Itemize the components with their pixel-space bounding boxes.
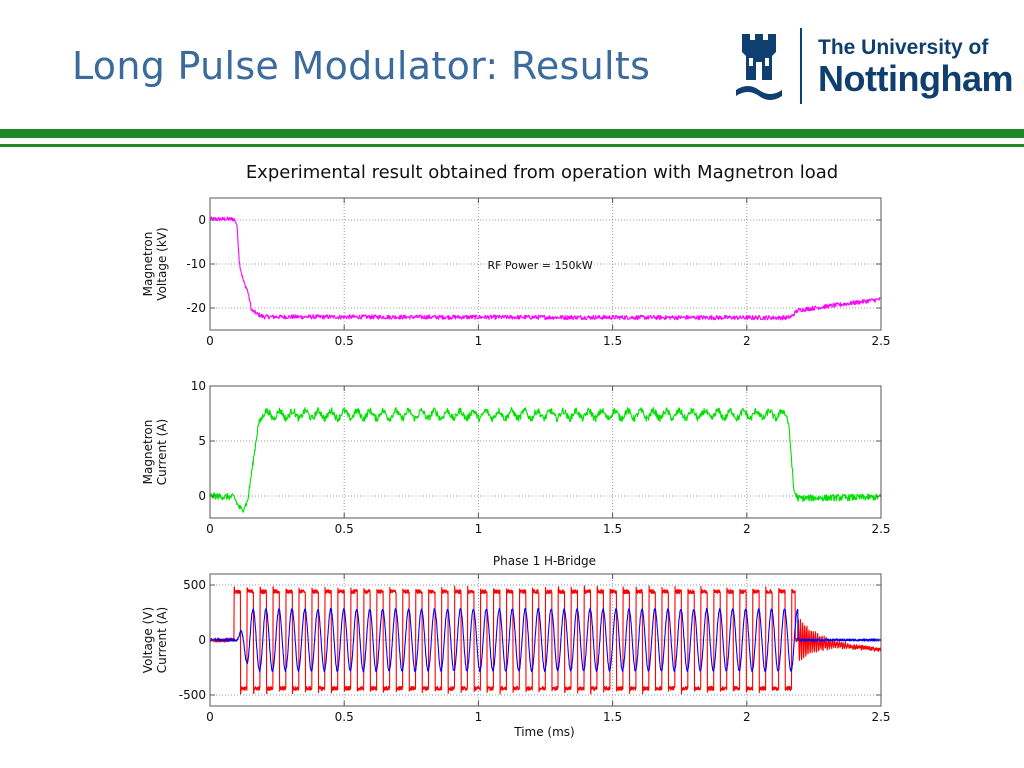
x-tick-label: 2 [743,710,751,724]
x-tick-label: 0.5 [335,522,354,536]
castle-crest-icon [736,34,782,100]
header-band-thick [0,129,1024,138]
series-line-1-1 [209,216,882,321]
x-tick-label: 0.5 [335,334,354,348]
series-line-2-1 [209,407,882,513]
x-tick-label: 1.5 [603,522,622,536]
plot-frame [209,385,882,519]
y-tick-label: 5 [198,434,206,448]
x-tick-label: 0 [206,710,214,724]
x-tick-label: 0 [206,334,214,348]
y-tick-label: 10 [191,379,206,393]
y-tick-label: 0 [198,633,206,647]
x-tick-label: 2.5 [871,522,890,536]
y-tick-label: -10 [186,257,206,271]
chart-annotation: RF Power = 150kW [488,259,593,272]
series-line-current [209,607,882,673]
y-axis-label-line: Voltage (V) [141,607,155,673]
x-tick-label: 1 [475,334,483,348]
x-tick-label: 2 [743,522,751,536]
y-tick-label: 500 [183,578,206,592]
university-logo: The University of Nottingham [730,24,1013,110]
plot-area [210,386,881,518]
x-tick-label: 2.5 [871,710,890,724]
x-tick-label: 2.5 [871,334,890,348]
y-tick-label: -500 [179,688,206,702]
y-tick-label: 0 [198,213,206,227]
y-tick-label: -20 [186,301,206,315]
x-axis-label: Time (ms) [513,725,575,739]
series-line-voltage [209,585,882,695]
x-tick-label: 1 [475,522,483,536]
x-tick-label: 0.5 [335,710,354,724]
slide-title: Long Pulse Modulator: Results [72,44,651,88]
y-axis-label-line: Current (A) [155,419,169,485]
y-axis-label-line: Magnetron [141,420,155,485]
y-axis-label-line: Magnetron [141,232,155,297]
header-band-thin [0,144,1024,147]
x-tick-label: 1.5 [603,710,622,724]
y-tick-label: 0 [198,489,206,503]
logo-divider [800,28,802,104]
logo-text-line1: The University of [818,36,989,59]
x-tick-label: 1.5 [603,334,622,348]
y-axis-label-line: Current (A) [155,607,169,673]
figure-caption: Experimental result obtained from operat… [245,162,839,183]
x-tick-label: 2 [743,334,751,348]
x-tick-label: 1 [475,710,483,724]
x-tick-label: 0 [206,522,214,536]
y-axis-label-line: Voltage (kV) [155,227,169,300]
logo-text-line2: Nottingham [818,58,1013,99]
chart-title: Phase 1 H-Bridge [493,554,596,568]
